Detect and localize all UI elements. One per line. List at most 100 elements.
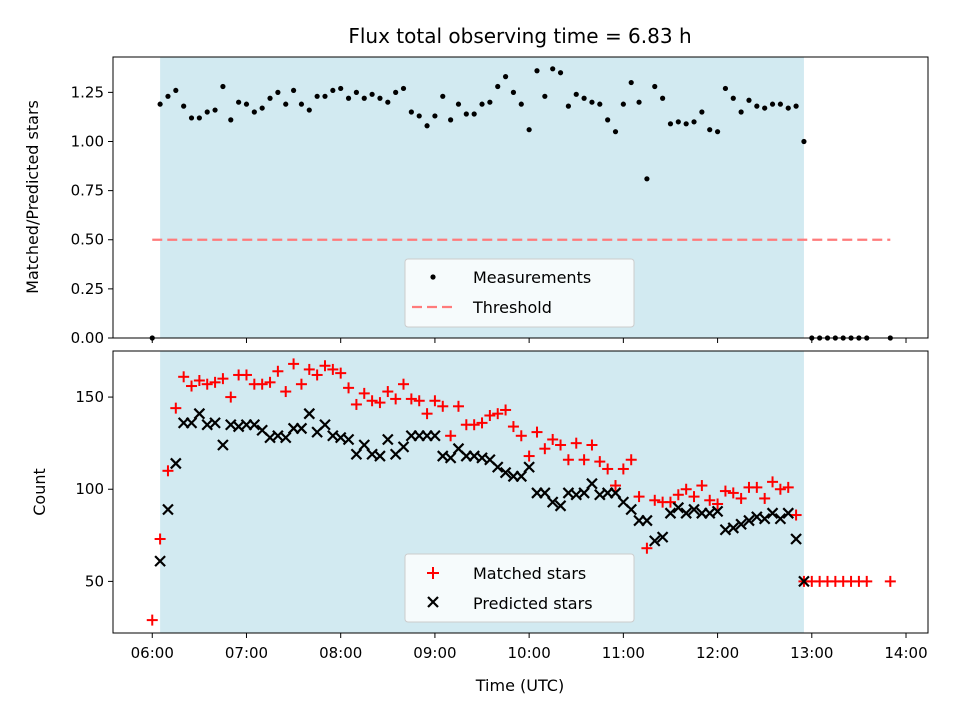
bottom-plot-frame <box>112 350 929 634</box>
matched-star-point <box>154 533 166 545</box>
measurement-point <box>510 89 517 95</box>
measurement-point <box>683 121 689 127</box>
predicted-star-point <box>664 507 677 519</box>
matched-star-point <box>727 487 739 499</box>
matched-star-point <box>531 426 543 438</box>
bottom-legend-box <box>404 553 635 623</box>
matched-star-point <box>602 463 614 475</box>
bottom-y-tick-label: 150 <box>75 388 104 406</box>
measurement-point <box>746 97 752 103</box>
matched-star-point <box>680 483 692 495</box>
measurement-point <box>353 89 360 95</box>
measurement-point <box>487 99 493 105</box>
top-plot-frame <box>112 56 929 339</box>
x-tick-label: 06:00 <box>131 644 174 662</box>
matched-star-point <box>201 378 213 390</box>
matched-star-point <box>861 575 873 587</box>
predicted-star-point <box>758 512 771 525</box>
measurement-point <box>361 95 367 101</box>
measurement-point <box>393 89 399 95</box>
predicted-star-point <box>170 457 182 470</box>
predicted-star-point <box>193 407 206 420</box>
matched-star-point <box>617 463 629 475</box>
matched-star-point <box>178 371 190 383</box>
top-y-tick-label: 0.25 <box>71 280 104 298</box>
predicted-star-point <box>609 487 622 499</box>
matched-star-point <box>240 369 252 381</box>
measurement-point <box>675 119 681 125</box>
matched-star-point <box>256 378 268 390</box>
matched-star-point <box>429 395 441 407</box>
measurement-point <box>534 68 540 74</box>
matched-star-point <box>696 480 708 492</box>
legend-measurements-label: Measurements <box>473 268 591 287</box>
top-y-tick-label: 0.75 <box>71 182 104 200</box>
measurement-point <box>440 93 446 99</box>
measurement-point <box>628 79 634 86</box>
measurement-point <box>730 95 736 101</box>
measurement-point <box>330 87 336 94</box>
predicted-stars-series <box>154 407 810 588</box>
predicted-star-point <box>625 503 637 516</box>
predicted-star-point <box>319 418 331 431</box>
predicted-star-point <box>162 503 174 516</box>
matched-star-point <box>610 480 622 492</box>
measurement-point <box>377 95 383 101</box>
measurement-point <box>691 119 697 125</box>
predicted-star-point <box>342 433 355 446</box>
matched-star-point <box>672 489 684 501</box>
predicted-star-point <box>648 535 661 547</box>
predicted-star-point <box>782 507 795 519</box>
matched-star-point <box>790 509 802 521</box>
chart-title: Flux total observing time = 6.83 h <box>348 24 691 48</box>
matched-star-point <box>272 365 284 377</box>
measurement-point <box>738 109 744 115</box>
measurement-point <box>228 117 234 123</box>
measurement-point <box>550 66 556 72</box>
bottom-legend: Matched stars Predicted stars <box>404 553 635 623</box>
predicted-star-point <box>350 448 363 460</box>
matched-star-point <box>649 494 661 506</box>
measurement-point <box>722 85 729 92</box>
matched-star-point <box>209 376 221 388</box>
measurement-point <box>801 138 807 145</box>
legend-measurements-marker <box>430 274 436 280</box>
matched-star-point <box>547 433 559 445</box>
predicted-star-point <box>743 514 755 527</box>
measurement-point <box>448 117 454 123</box>
predicted-star-point <box>735 518 747 531</box>
matched-star-point <box>162 465 174 477</box>
predicted-star-point <box>554 500 567 512</box>
predicted-star-point <box>727 522 740 534</box>
predicted-star-point <box>798 575 810 588</box>
measurement-point <box>471 111 477 117</box>
matched-star-point <box>452 400 464 412</box>
measurement-point <box>589 99 595 105</box>
matched-star-point <box>767 476 779 488</box>
matched-star-point <box>562 454 574 466</box>
x-tick-label: 14:00 <box>884 644 927 662</box>
measurement-point <box>400 85 407 92</box>
matched-star-point <box>735 492 747 504</box>
predicted-star-point <box>248 418 261 431</box>
measurement-point <box>432 113 438 119</box>
bottom-panel: 50 100 150 06:00 07:00 08:00 09:00 10:00 11:00 1… <box>30 350 929 695</box>
measurement-point <box>196 115 202 121</box>
predicted-star-point <box>688 503 700 516</box>
predicted-star-point <box>444 452 457 464</box>
measurement-point <box>243 101 250 107</box>
measurement-point <box>495 83 501 90</box>
matched-star-point <box>225 391 237 403</box>
measurement-point <box>267 95 273 101</box>
measurement-point <box>518 101 524 107</box>
predicted-star-point <box>374 450 386 462</box>
predicted-star-point <box>303 407 316 420</box>
predicted-star-point <box>539 487 551 499</box>
matched-star-point <box>492 408 504 420</box>
predicted-star-point <box>672 501 685 514</box>
top-panel: 0.00 0.25 0.50 0.75 1.00 1.25 Matched/Predict… <box>23 56 929 347</box>
matched-star-point <box>445 430 457 442</box>
matched-star-point <box>570 437 582 449</box>
measurement-point <box>707 127 713 133</box>
measurement-point <box>212 107 218 113</box>
